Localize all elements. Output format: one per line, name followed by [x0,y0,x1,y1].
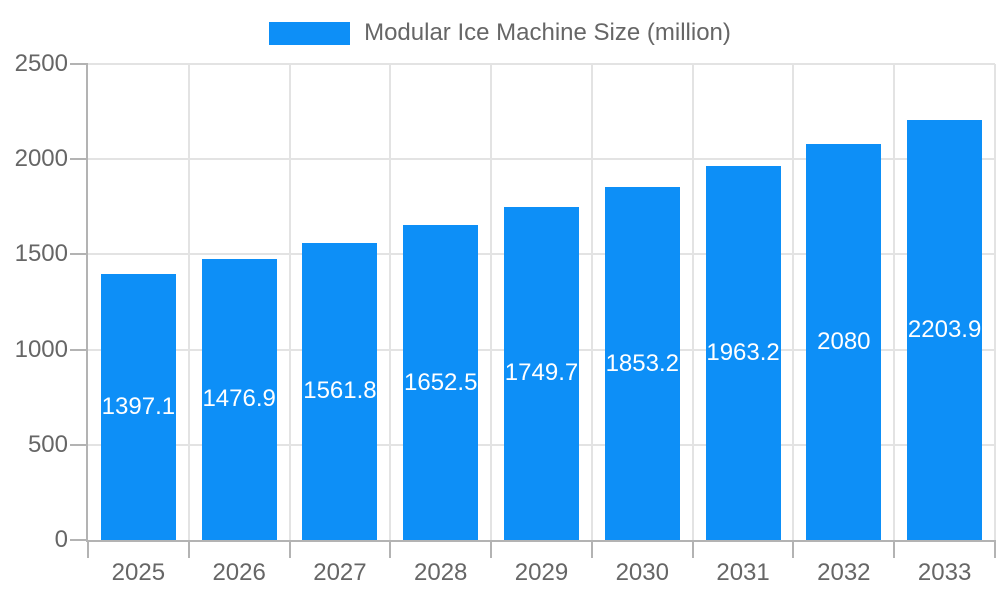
y-axis-line [86,64,88,542]
x-tick-label: 2026 [212,559,266,586]
bar-value-label: 1476.9 [202,385,276,413]
x-axis-line [86,540,995,542]
x-axis-tick [590,540,593,558]
gridline-vertical [288,64,291,540]
x-axis-tick [691,540,694,558]
bar[interactable] [302,242,378,540]
x-tick-label: 2025 [111,559,166,586]
bar[interactable] [604,187,680,540]
y-tick-label: 0 [54,526,68,553]
y-axis-tick [70,348,88,351]
y-axis-tick [70,158,88,161]
bar-value-label: 2080 [817,327,871,355]
bar-value-label: 1561.8 [303,377,377,405]
gridline-vertical [893,64,896,540]
bar-value-label: 1963.2 [706,339,780,367]
bar[interactable] [705,166,781,540]
gridline-horizontal [88,158,995,161]
gridline-vertical [590,64,593,540]
x-axis-tick [490,540,493,558]
x-tick-label: 2029 [514,559,569,586]
gridline-vertical [691,64,694,540]
y-axis-tick [70,63,88,65]
x-axis-tick [389,540,392,558]
x-axis-tick [792,540,795,558]
gridline-vertical [994,64,996,540]
x-tick-label: 2033 [917,559,972,586]
bar[interactable] [504,206,579,540]
gridline-vertical [389,64,392,540]
bar[interactable] [806,143,882,540]
bar-value-label: 1853.2 [605,349,679,377]
legend-swatch [269,21,351,45]
x-tick-label: 2030 [615,559,669,586]
x-axis-tick [87,540,89,558]
x-tick-label: 2031 [716,559,770,586]
y-tick-label: 1000 [14,335,68,363]
bar[interactable] [201,258,277,540]
x-tick-label: 2028 [414,559,468,586]
y-tick-label: 500 [27,430,68,458]
bar-value-label: 1749.7 [504,359,579,387]
bar[interactable] [907,120,983,540]
legend-label: Modular Ice Machine Size (million) [364,19,731,46]
y-tick-label: 2000 [14,145,68,173]
y-tick-label: 1500 [14,240,68,268]
bar[interactable] [100,273,176,540]
gridline-horizontal [88,63,995,65]
bar[interactable] [403,225,479,540]
x-tick-label: 2027 [313,559,367,586]
y-axis-tick [70,539,88,541]
x-axis-tick [893,540,896,558]
legend-item[interactable]: Modular Ice Machine Size (million) [0,18,1000,48]
gridline-vertical [792,64,795,540]
gridline-vertical [187,64,190,540]
bar-value-label: 1652.5 [404,368,478,396]
y-axis-tick [70,253,88,256]
y-tick-label: 2500 [14,50,68,77]
x-axis-tick [994,540,996,558]
x-tick-label: 2032 [817,559,871,586]
y-axis-tick [70,443,88,446]
bar-value-label: 1397.1 [101,392,176,420]
x-axis-tick [288,540,291,558]
bar-value-label: 2203.9 [907,316,982,344]
x-axis-tick [187,540,190,558]
gridline-vertical [490,64,493,540]
